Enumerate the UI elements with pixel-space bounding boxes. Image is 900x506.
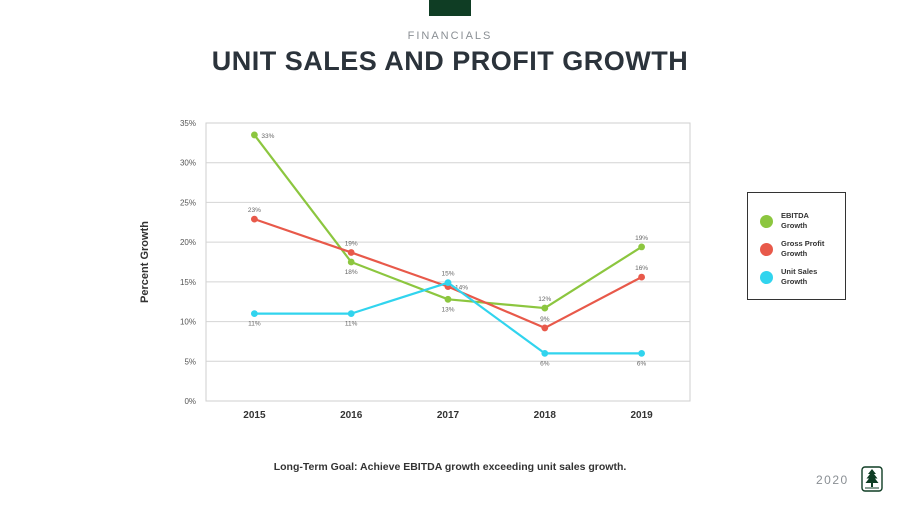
legend-item-unit-sales: Unit Sales Growth [760,267,833,287]
legend-label-unit-sales: Unit Sales Growth [781,267,833,287]
y-tick-label: 10% [180,318,196,327]
data-label: 15% [441,271,454,278]
data-label: 19% [635,235,648,242]
y-tick-label: 5% [184,357,196,366]
tree-logo-icon [861,466,883,492]
legend-label-gross-profit: Gross Profit Growth [781,239,833,259]
data-point [638,244,645,251]
data-point [541,305,548,312]
y-axis-title: Percent Growth [139,221,151,303]
data-label: 19% [345,240,358,247]
y-tick-label: 30% [180,159,196,168]
long-term-goal-note: Long-Term Goal: Achieve EBITDA growth ex… [0,461,900,473]
data-label: 23% [248,207,261,214]
data-point [638,274,645,281]
y-tick-label: 35% [180,119,196,128]
year-label: 2020 [816,473,849,487]
data-point [638,350,645,357]
legend-marker-gross-profit [760,243,773,256]
data-label: 11% [345,321,358,328]
legend-item-gross-profit: Gross Profit Growth [760,239,833,259]
data-point [541,350,548,357]
data-point [348,249,355,256]
data-point [541,325,548,332]
data-label: 33% [261,133,274,140]
data-point [445,296,452,303]
y-tick-label: 20% [180,238,196,247]
data-label: 6% [540,360,550,367]
data-label: 6% [637,360,647,367]
data-point [348,310,355,317]
y-tick-label: 25% [180,198,196,207]
legend-marker-unit-sales [760,271,773,284]
data-label: 11% [248,321,261,328]
data-label: 9% [540,316,550,323]
legend-marker-ebitda [760,215,773,228]
data-label: 18% [345,269,358,276]
x-tick-label: 2016 [340,410,363,421]
series-line-2 [254,283,641,354]
data-label: 12% [538,296,551,303]
x-tick-label: 2017 [437,410,460,421]
data-point [251,310,258,317]
data-label: 13% [441,306,454,313]
data-point [348,259,355,266]
x-tick-label: 2015 [243,410,266,421]
chart-legend: EBITDA Growth Gross Profit Growth Unit Sal… [747,192,846,300]
y-tick-label: 15% [180,278,196,287]
y-tick-label: 0% [184,397,196,406]
legend-label-ebitda: EBITDA Growth [781,211,833,231]
data-point [445,279,452,286]
data-label: 16% [635,265,648,272]
legend-item-ebitda: EBITDA Growth [760,211,833,231]
x-tick-label: 2019 [630,410,653,421]
data-point [251,132,258,139]
x-tick-label: 2018 [534,410,557,421]
data-point [251,216,258,223]
